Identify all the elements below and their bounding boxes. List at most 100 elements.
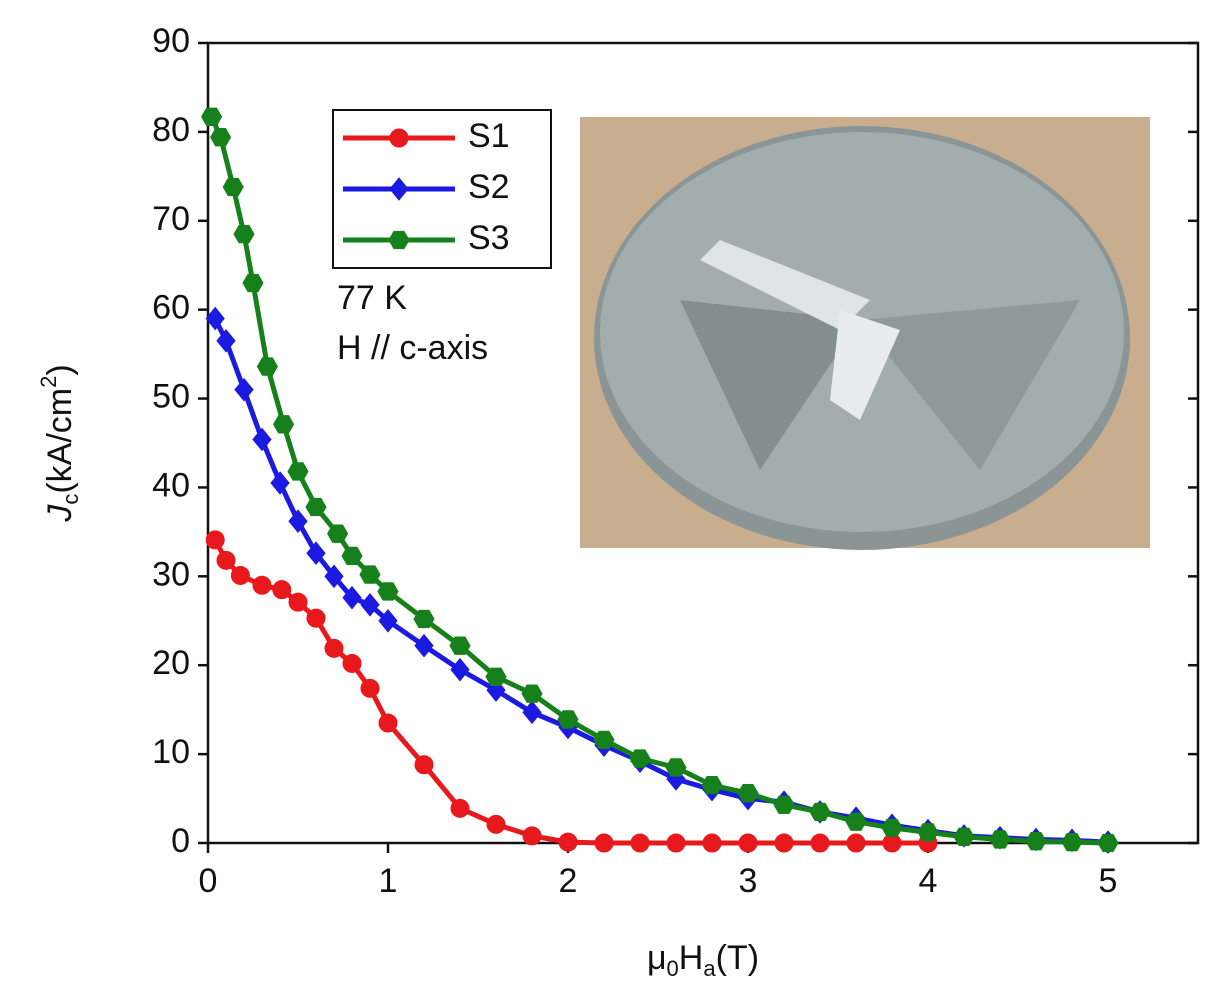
data-point (253, 576, 271, 594)
data-point (594, 731, 614, 748)
y-tick-label: 90 (152, 22, 190, 60)
legend-label: S1 (468, 117, 510, 155)
data-point (379, 714, 397, 732)
data-point (738, 785, 758, 802)
data-point (360, 566, 380, 583)
data-point (702, 777, 722, 794)
data-point (667, 834, 685, 852)
data-point (273, 581, 291, 599)
annotation: H // c-axis (337, 329, 488, 367)
x-tick-label: 3 (739, 862, 758, 900)
data-point (990, 831, 1010, 848)
data-point (415, 635, 433, 657)
y-tick-label: 30 (152, 555, 190, 593)
x-tick-label: 0 (199, 862, 218, 900)
data-point (775, 834, 793, 852)
y-tick-label: 20 (152, 644, 190, 682)
data-point (954, 828, 974, 845)
data-point (882, 819, 902, 836)
x-label-part: μ (647, 939, 667, 977)
data-point (1098, 834, 1118, 851)
data-point (558, 711, 578, 728)
data-point (451, 659, 469, 681)
data-point (325, 639, 343, 657)
y-label-part: 2 (36, 376, 61, 388)
x-tick-label: 2 (559, 862, 578, 900)
x-label-part: a (703, 956, 716, 981)
y-tick-label: 60 (152, 289, 190, 327)
data-point (847, 834, 865, 852)
data-point (666, 759, 686, 776)
data-point (631, 834, 649, 852)
x-label-part: (T) (716, 939, 759, 977)
x-label-part: 0 (667, 956, 679, 981)
y-label-part: J (41, 504, 79, 523)
data-point (918, 824, 938, 841)
data-point (253, 428, 271, 450)
data-point (595, 834, 613, 852)
legend-marker (390, 129, 408, 147)
data-point (328, 525, 348, 542)
data-point (235, 379, 253, 401)
data-point (774, 796, 794, 813)
data-point (450, 637, 470, 654)
legend-marker (389, 231, 409, 248)
y-axis-label: Jc(kA/cm2) (36, 364, 83, 522)
data-point (1062, 833, 1082, 850)
x-axis-label: μ0Ha(T) (647, 939, 759, 981)
data-point (211, 129, 231, 146)
data-point (1026, 833, 1046, 850)
y-tick-label: 70 (152, 200, 190, 238)
data-point (307, 609, 325, 627)
data-point (234, 225, 254, 242)
data-point (739, 834, 757, 852)
data-point (559, 833, 577, 851)
legend-label: S3 (468, 219, 510, 257)
data-point (414, 610, 434, 627)
data-point (415, 756, 433, 774)
data-point (487, 815, 505, 833)
x-label-part: H (679, 939, 704, 977)
data-point (523, 827, 541, 845)
y-tick-label: 40 (152, 466, 190, 504)
chart: 77 K H // c-axis Jc(kA/cm2) μ0Ha(T) 0102… (0, 0, 1225, 1002)
y-label-part: (kA/cm (41, 388, 79, 494)
annotation: 77 K (337, 279, 407, 317)
data-point (846, 813, 866, 830)
x-tick-label: 5 (1099, 862, 1118, 900)
y-tick-label: 0 (171, 822, 190, 860)
y-tick-label: 10 (152, 733, 190, 771)
data-point (306, 498, 326, 515)
data-point (231, 566, 249, 584)
data-point (630, 750, 650, 767)
data-point (206, 531, 224, 549)
data-point (243, 274, 263, 291)
data-point (811, 834, 829, 852)
series-line (215, 540, 928, 843)
x-tick-label: 1 (379, 862, 398, 900)
data-point (810, 803, 830, 820)
data-point (274, 416, 294, 433)
legend-label: S2 (468, 168, 510, 206)
y-label-part: ) (41, 364, 79, 375)
data-point (378, 583, 398, 600)
data-point (703, 834, 721, 852)
inset-photo (580, 117, 1150, 550)
data-point (522, 685, 542, 702)
y-tick-label: 50 (152, 378, 190, 416)
data-point (257, 358, 277, 375)
data-point (288, 463, 308, 480)
data-point (361, 679, 379, 697)
data-point (289, 593, 307, 611)
data-point (217, 551, 235, 569)
y-label-part: c (58, 494, 83, 505)
data-point (523, 701, 541, 723)
data-point (451, 799, 469, 817)
y-tick-label: 80 (152, 111, 190, 149)
data-point (202, 108, 222, 125)
x-tick-label: 4 (919, 862, 938, 900)
data-point (486, 668, 506, 685)
data-point (342, 547, 362, 564)
data-point (343, 654, 361, 672)
data-point (223, 178, 243, 195)
